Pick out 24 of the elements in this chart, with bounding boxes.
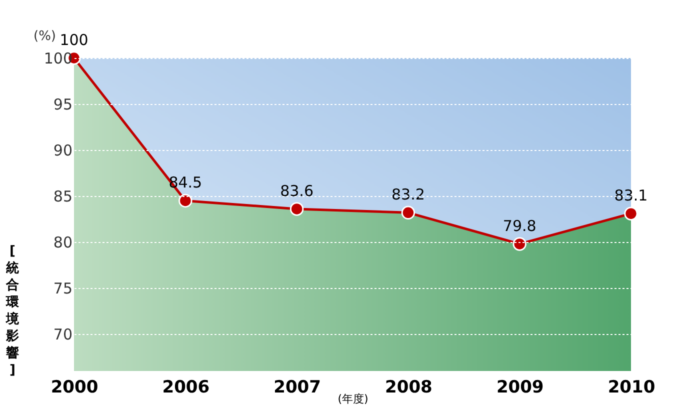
y-tick-label: 85 (53, 188, 72, 206)
y-axis-title: [統合環境影響] (5, 244, 20, 378)
text: (%) (34, 29, 56, 44)
y-tick-label: 90 (53, 142, 72, 160)
point (401, 206, 416, 220)
point (624, 206, 638, 220)
x-tick-label: 2010 (608, 378, 656, 398)
data-label: 83.2 (391, 186, 425, 204)
x-tick-label: 2007 (274, 378, 321, 398)
y-tick-label: 80 (53, 234, 72, 252)
x-axis-title: (年度) (338, 392, 368, 406)
x-tick-label: 2008 (385, 378, 432, 398)
x-tick-label: 2006 (162, 378, 210, 398)
data-label: 83.6 (280, 182, 314, 200)
y-tick-label: 70 (53, 326, 72, 344)
data-label: 83.1 (614, 186, 648, 205)
y-tick-label: 95 (53, 96, 72, 114)
data-label: 79.8 (502, 216, 536, 235)
y-tick-label: 75 (53, 280, 72, 298)
point (512, 237, 526, 251)
x-tick-label: 2009 (496, 378, 544, 398)
point (178, 194, 192, 208)
x-tick-label: 2000 (50, 378, 98, 398)
point (290, 202, 304, 216)
